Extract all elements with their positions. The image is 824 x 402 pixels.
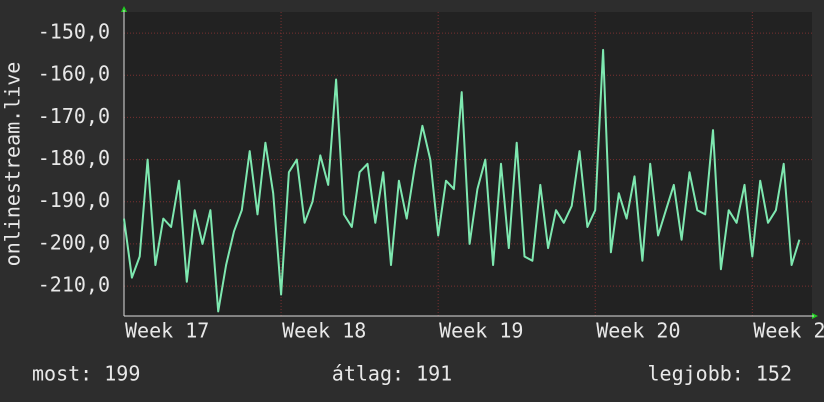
- x-tick-label: Week 17: [125, 319, 209, 343]
- x-tick-label: Week 2: [753, 319, 824, 343]
- y-tick-label: -160,0: [38, 62, 110, 86]
- stat-current: most: 199: [32, 362, 140, 386]
- plot-area: [124, 12, 812, 316]
- y-tick-label: -180,0: [38, 146, 110, 170]
- stat-best: legjobb: 152: [648, 362, 793, 386]
- data-line: [123, 48, 801, 313]
- axis-arrow: [121, 6, 127, 12]
- y-axis-label: onlinestream.live: [1, 62, 25, 267]
- x-tick-label: Week 18: [282, 319, 366, 343]
- y-tick-label: -210,0: [38, 273, 110, 297]
- y-tick-label: -170,0: [38, 104, 110, 128]
- axis-arrow: [812, 313, 818, 319]
- x-tick-label: Week 19: [439, 319, 523, 343]
- y-tick-label: -190,0: [38, 188, 110, 212]
- stat-average: átlag: 191: [332, 362, 452, 386]
- y-tick-label: -200,0: [38, 230, 110, 254]
- x-tick-label: Week 20: [596, 319, 680, 343]
- y-tick-label: -150,0: [38, 20, 110, 44]
